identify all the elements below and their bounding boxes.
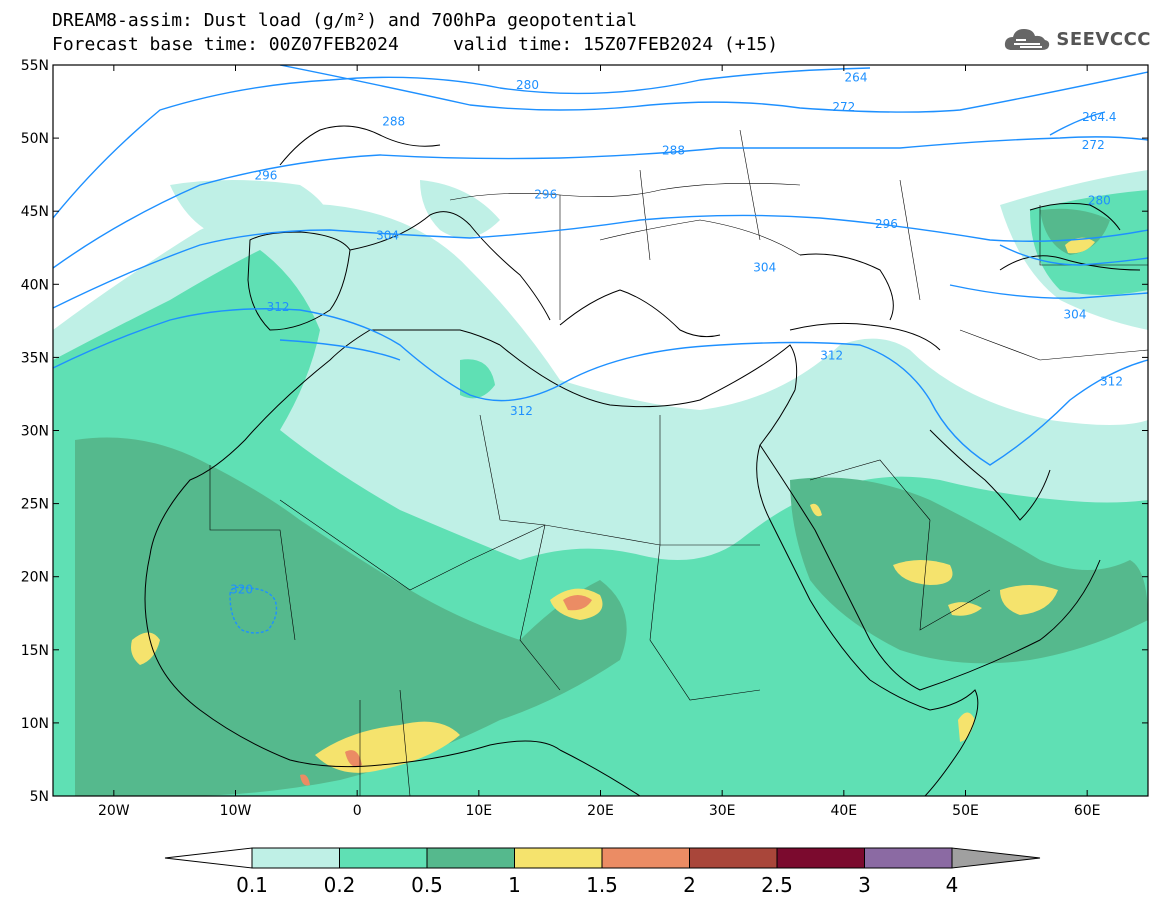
colorbar-segment bbox=[426, 847, 515, 869]
colorbar-over-triangle bbox=[951, 847, 1041, 869]
dust-region-high bbox=[810, 503, 822, 517]
dust-region-high bbox=[948, 602, 982, 616]
colorbar-segment bbox=[251, 847, 340, 869]
lon-label: 40E bbox=[830, 803, 857, 819]
map-title: DREAM8-assim: Dust load (g/m²) and 700hP… bbox=[52, 10, 638, 31]
lon-label: 20W bbox=[98, 803, 130, 819]
lon-label: 0 bbox=[353, 803, 362, 819]
contour-label: 312 bbox=[820, 348, 843, 362]
colorbar-label: 0.5 bbox=[411, 873, 443, 897]
contour-label: 312 bbox=[510, 404, 533, 418]
dust-region-high bbox=[1065, 237, 1095, 254]
lat-label: 20N bbox=[21, 570, 49, 586]
lat-label: 55N bbox=[21, 58, 49, 74]
dust-region-high bbox=[1000, 585, 1058, 615]
forecast-base-time: Forecast base time: 00Z07FEB2024 bbox=[52, 34, 399, 55]
lat-label: 15N bbox=[21, 643, 49, 659]
lat-label: 50N bbox=[21, 131, 49, 147]
colorbar-segment bbox=[514, 847, 603, 869]
lat-label: 45N bbox=[21, 204, 49, 220]
coastlines bbox=[144, 125, 1141, 796]
contour-label: 304 bbox=[753, 261, 776, 275]
lat-label: 35N bbox=[21, 350, 49, 366]
cloud-icon bbox=[1005, 29, 1050, 50]
dust-region-high bbox=[131, 632, 160, 665]
dust-region-very-high bbox=[300, 774, 310, 786]
contour-label: 312 bbox=[1100, 375, 1123, 389]
lat-label: 25N bbox=[21, 497, 49, 513]
map-layers: 264 280 272 264.4 288 272 288 296 296 280 296 304 30… bbox=[53, 65, 1148, 796]
lon-label: 30E bbox=[709, 803, 736, 819]
contour-label: 264 bbox=[845, 71, 868, 85]
colorbar-segment bbox=[864, 847, 953, 869]
lat-label: 10N bbox=[21, 716, 49, 732]
colorbar-label: 1.5 bbox=[586, 873, 618, 897]
dust-region-high bbox=[958, 712, 975, 742]
contour-label: 280 bbox=[1088, 193, 1111, 207]
country-borders bbox=[209, 129, 1148, 796]
lon-label: 10W bbox=[220, 803, 252, 819]
colorbar-segment bbox=[601, 847, 690, 869]
contour-label: 320 bbox=[230, 582, 253, 596]
colorbar-segment bbox=[689, 847, 778, 869]
contour-label: 312 bbox=[267, 300, 290, 314]
contour-label: 288 bbox=[662, 144, 685, 158]
colorbar-segment bbox=[339, 847, 428, 869]
colorbar-label: 0.1 bbox=[236, 873, 268, 897]
dust-region-very-high bbox=[345, 750, 362, 767]
axis-ticks bbox=[53, 64, 1148, 797]
colorbar-label: 4 bbox=[946, 873, 959, 897]
contour-label: 288 bbox=[382, 114, 405, 128]
latitude-labels: 55N 50N 45N 40N 35N 30N 25N 20N 15N 10N 5N bbox=[21, 58, 49, 805]
contour-label: 296 bbox=[534, 188, 557, 202]
contour-label: 280 bbox=[516, 78, 539, 92]
colorbar-label: 0.2 bbox=[324, 873, 356, 897]
contour-label: 296 bbox=[254, 169, 277, 183]
contour-label: 272 bbox=[832, 100, 855, 114]
dust-region-mid bbox=[460, 359, 495, 399]
dust-region-dark bbox=[790, 477, 1148, 664]
colorbar: 0.1 0.2 0.5 1 1.5 2 2.5 3 4 bbox=[164, 847, 1041, 897]
lon-label: 10E bbox=[465, 803, 492, 819]
contour-label: 272 bbox=[1082, 138, 1105, 152]
lon-label: 50E bbox=[952, 803, 979, 819]
colorbar-label: 3 bbox=[858, 873, 871, 897]
dust-region-light bbox=[420, 180, 500, 238]
contour-label: 296 bbox=[875, 217, 898, 231]
longitude-labels: 20W 10W 0 10E 20E 30E 40E 50E 60E bbox=[98, 803, 1101, 819]
lat-label: 5N bbox=[30, 789, 49, 805]
geopotential-contours bbox=[53, 65, 1148, 634]
contour-label: 304 bbox=[1064, 307, 1087, 321]
seevccc-logo: SEEVCCC bbox=[1002, 22, 1151, 56]
colorbar-label: 1 bbox=[508, 873, 521, 897]
map-subtitle: Forecast base time: 00Z07FEB2024 valid t… bbox=[52, 34, 778, 55]
colorbar-under-triangle bbox=[164, 847, 253, 869]
valid-time: valid time: 15Z07FEB2024 (+15) bbox=[452, 34, 779, 55]
contour-label: 264.4 bbox=[1082, 110, 1116, 124]
lat-label: 40N bbox=[21, 277, 49, 293]
colorbar-segment bbox=[776, 847, 865, 869]
dust-load-shading bbox=[53, 170, 1148, 796]
colorbar-label: 2 bbox=[683, 873, 696, 897]
lat-label: 30N bbox=[21, 424, 49, 440]
dust-region-dark bbox=[75, 437, 627, 796]
dust-region-high bbox=[893, 560, 953, 585]
lon-label: 20E bbox=[587, 803, 614, 819]
dust-region-light bbox=[170, 180, 332, 240]
lon-label: 60E bbox=[1074, 803, 1101, 819]
colorbar-label: 2.5 bbox=[761, 873, 793, 897]
contour-label: 304 bbox=[376, 229, 399, 243]
contour-labels: 264 280 272 264.4 288 272 288 296 296 280 296 304 30… bbox=[230, 71, 1123, 597]
dust-region-very-high bbox=[563, 595, 592, 611]
logo-text: SEEVCCC bbox=[1056, 28, 1151, 50]
